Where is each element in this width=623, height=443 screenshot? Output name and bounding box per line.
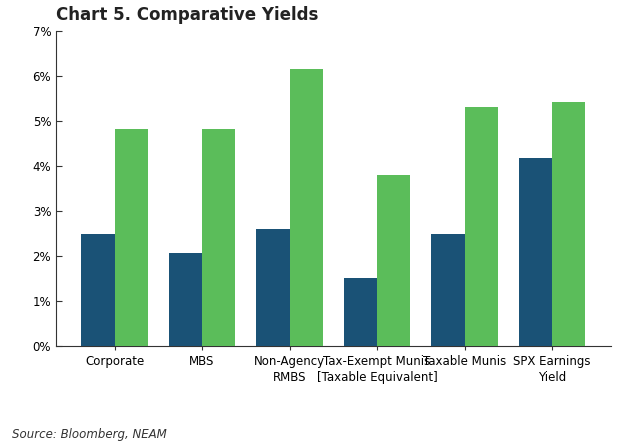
Bar xyxy=(552,102,586,346)
Bar xyxy=(344,278,377,346)
Text: Source: Bloomberg, NEAM: Source: Bloomberg, NEAM xyxy=(12,428,167,441)
Bar xyxy=(202,128,235,346)
Legend: 12/31/2021, 12/31/2022: 12/31/2021, 12/31/2022 xyxy=(184,440,416,443)
Bar xyxy=(431,234,465,346)
Bar xyxy=(169,253,202,346)
Bar xyxy=(290,69,323,346)
Bar xyxy=(465,107,498,346)
Bar xyxy=(256,229,290,346)
Bar xyxy=(115,128,148,346)
Bar xyxy=(81,234,115,346)
Bar xyxy=(519,158,552,346)
Bar xyxy=(377,175,411,346)
Text: Chart 5. Comparative Yields: Chart 5. Comparative Yields xyxy=(56,6,318,24)
